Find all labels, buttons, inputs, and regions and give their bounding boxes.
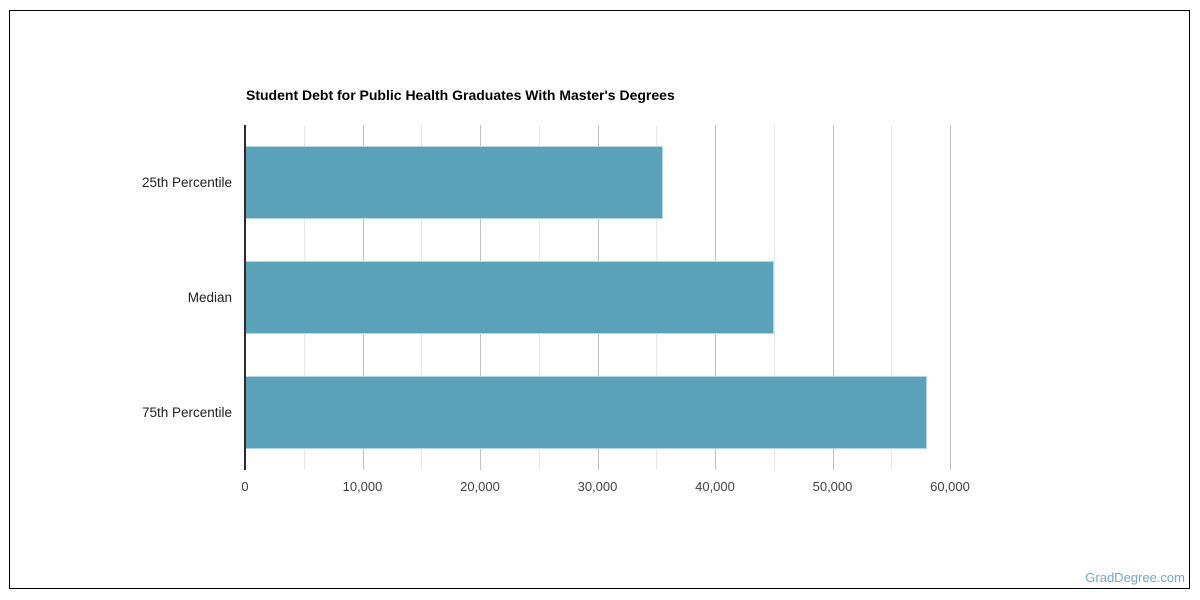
- bar-median: [245, 261, 774, 334]
- x-tick-label: 40,000: [695, 479, 735, 494]
- chart-title: Student Debt for Public Health Graduates…: [246, 87, 675, 103]
- x-tick-label: 20,000: [460, 479, 500, 494]
- x-tick-label: 50,000: [812, 479, 853, 494]
- x-tick-label: 10,000: [342, 479, 383, 494]
- category-label: Median: [187, 289, 232, 305]
- watermark-link[interactable]: GradDegree.com: [1085, 570, 1185, 585]
- minor-gridline: [774, 125, 775, 470]
- category-label: 25th Percentile: [141, 174, 232, 190]
- x-tick-label: 60,000: [930, 479, 970, 494]
- x-tick-label: 0: [241, 479, 249, 494]
- major-gridline: [833, 125, 834, 470]
- major-gridline: [950, 125, 951, 470]
- bar-25th-percentile: [245, 146, 663, 219]
- category-label: 75th Percentile: [141, 404, 232, 420]
- y-axis-line: [244, 125, 246, 470]
- bar-75th-percentile: [245, 376, 927, 449]
- minor-gridline: [891, 125, 892, 470]
- plot-area: [244, 125, 957, 470]
- x-tick-label: 30,000: [577, 479, 618, 494]
